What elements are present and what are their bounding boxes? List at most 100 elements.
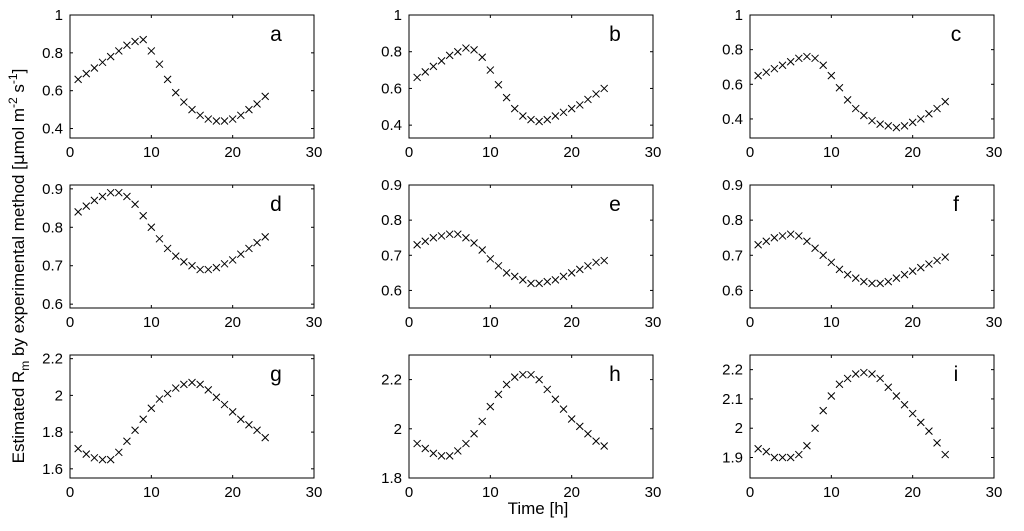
panel-g-frame	[69, 354, 315, 479]
data-point	[188, 105, 196, 114]
x-tick-label: 0	[66, 314, 74, 331]
data-point	[925, 427, 933, 435]
panel-f: 0 10 20 30 0.6 0.7 0.8 0.9 f	[722, 177, 1002, 331]
data-point	[794, 450, 803, 459]
data-point	[827, 392, 836, 400]
data-point	[876, 374, 884, 383]
data-point	[445, 452, 454, 460]
data-point	[900, 270, 909, 279]
y-tick-label: 2.2	[42, 351, 63, 368]
x-tick-label: 30	[645, 314, 662, 331]
y-tick-label: 0.6	[381, 80, 402, 97]
data-point	[220, 259, 229, 268]
data-point	[236, 111, 245, 120]
x-tick-label: 0	[66, 144, 74, 161]
y-axis-title: Estimated Rm by experimental method [μmo…	[6, 69, 32, 464]
data-point	[803, 237, 811, 246]
data-point	[933, 439, 941, 447]
data-point	[494, 261, 503, 270]
data-point	[868, 279, 876, 288]
data-point	[261, 433, 270, 442]
panel-d: 0 10 20 30 0.6 0.7 0.8 0.9 d	[42, 181, 322, 331]
data-point	[892, 392, 901, 400]
data-point	[90, 64, 99, 72]
data-point	[228, 256, 237, 264]
data-point	[421, 237, 430, 246]
data-point	[253, 238, 261, 247]
panel-e-label: e	[609, 193, 621, 216]
data-point	[860, 368, 868, 377]
x-tick-label: 30	[986, 144, 1003, 161]
data-point	[527, 370, 535, 379]
y-tick-label: 1	[55, 7, 63, 24]
data-point	[843, 270, 852, 279]
data-point	[470, 239, 478, 247]
data-point	[754, 240, 762, 249]
y-tick-label: 0.7	[42, 258, 63, 275]
x-tick-label: 0	[746, 484, 754, 501]
data-point	[559, 272, 568, 281]
data-point	[811, 244, 819, 253]
data-point	[584, 261, 592, 270]
panel-a-frame	[69, 14, 315, 139]
data-point	[908, 118, 917, 127]
data-point	[470, 429, 478, 438]
data-point	[180, 98, 188, 106]
y-tick-label: 0.4	[381, 117, 402, 134]
data-point	[916, 115, 925, 123]
data-point	[253, 100, 261, 108]
data-point	[228, 408, 237, 416]
data-point	[131, 426, 139, 435]
data-point	[494, 80, 503, 89]
data-point	[236, 250, 245, 259]
data-point	[236, 415, 245, 424]
data-point	[510, 373, 519, 381]
x-tick-label: 30	[986, 314, 1003, 331]
panel-c: 0 10 20 30 0.4 0.6 0.8 1 c	[722, 7, 1002, 161]
data-point	[131, 37, 139, 46]
data-point	[527, 279, 535, 288]
data-point	[445, 51, 454, 60]
x-tick-label: 10	[143, 314, 160, 331]
data-point	[933, 256, 941, 265]
y-tick-label: 1	[394, 7, 402, 24]
data-point	[786, 230, 795, 239]
data-point	[478, 417, 487, 426]
panel-d-frame	[69, 184, 315, 309]
data-point	[155, 395, 164, 403]
data-point	[453, 230, 462, 239]
data-point	[925, 260, 933, 268]
x-tick-label: 30	[645, 144, 662, 161]
data-point	[860, 111, 868, 120]
panel-b-frame	[408, 14, 654, 139]
data-point	[575, 422, 584, 431]
y-tick-label: 0.8	[42, 219, 63, 236]
data-point	[478, 246, 487, 254]
data-point	[884, 277, 893, 286]
x-tick-label: 20	[904, 144, 921, 161]
x-tick-label: 10	[482, 144, 499, 161]
data-point	[811, 424, 819, 433]
data-point	[900, 400, 909, 409]
data-point	[519, 370, 527, 379]
y-tick-label: 0.7	[722, 247, 743, 264]
data-point	[261, 233, 270, 241]
y-tick-label: 2.1	[722, 391, 743, 408]
x-tick-label: 20	[224, 314, 241, 331]
data-point	[196, 380, 204, 389]
data-point	[860, 277, 868, 286]
data-point	[535, 117, 543, 126]
data-point	[535, 375, 543, 384]
data-point	[559, 405, 568, 413]
data-point	[486, 254, 495, 263]
data-point	[770, 453, 779, 462]
data-point	[778, 232, 787, 240]
data-point	[892, 274, 901, 282]
data-point	[762, 68, 771, 77]
x-tick-label: 10	[482, 484, 499, 501]
data-point	[778, 61, 787, 70]
x-tick-label: 20	[904, 314, 921, 331]
data-point	[770, 64, 779, 73]
